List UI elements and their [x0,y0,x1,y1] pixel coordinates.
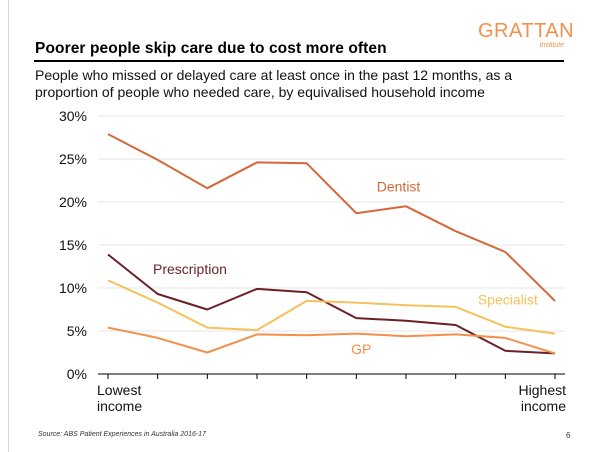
y-tick-label: 5% [67,323,87,339]
x-label-lowest: Lowest income [97,382,142,414]
prescription-line [107,253,556,355]
logo-main-text: GRATTAN [478,20,575,42]
x-label-highest: Highest income [519,382,567,414]
gp-line [107,326,556,355]
source-note: Source: ABS Patient Experiences in Austr… [38,431,206,438]
dentist-line [107,133,556,302]
chart-subtitle: People who missed or delayed care at lea… [35,67,513,100]
logo-sub-text: Institute [539,42,564,49]
slide-border [8,0,9,452]
y-tick-label: 0% [67,366,87,382]
dentist-label: Dentist [377,179,421,195]
y-tick-label: 30% [59,108,87,124]
prescription-label: Prescription [153,261,227,277]
y-tick-label: 15% [59,237,87,253]
chart-title: Poorer people skip care due to cost more… [35,40,387,57]
grattan-logo: GRATTAN Institute [478,20,575,49]
title-underline [34,60,564,62]
y-tick-label: 10% [59,280,87,296]
specialist-line [107,279,556,335]
y-tick-label: 25% [59,151,87,167]
y-tick-label: 20% [59,194,87,210]
gp-label: GP [351,341,371,357]
specialist-label: Specialist [478,291,538,307]
page-number: 6 [566,431,571,440]
